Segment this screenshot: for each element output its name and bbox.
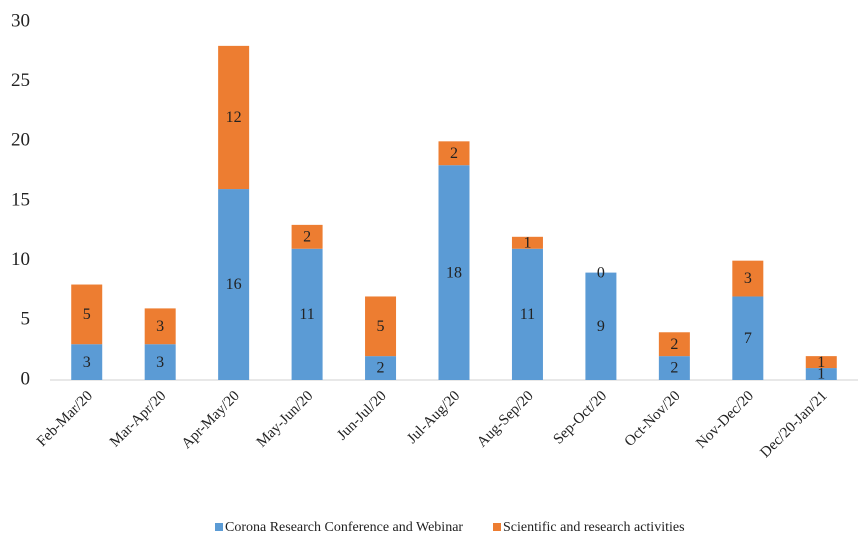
x-tick-label: Dec/20-Jan/21 [757,388,830,461]
data-label: 5 [377,318,385,335]
bar-segment [291,224,323,249]
data-label: 18 [446,264,462,281]
data-label: 0 [597,264,605,281]
x-tick-label: Jul-Aug/20 [404,388,463,447]
bar-segment [438,165,470,380]
bar-segment [71,344,103,380]
data-label: 9 [597,318,605,335]
y-tick-label: 15 [11,189,30,210]
legend-swatch [215,523,223,531]
data-label: 5 [83,306,91,323]
data-label: 3 [744,270,752,287]
y-tick-label: 0 [21,368,31,389]
data-label: 2 [670,360,678,377]
data-label: 2 [303,228,311,245]
bar-segment [805,368,837,380]
legend-swatch [493,523,501,531]
bar-segment [71,284,103,345]
legend-label: Corona Research Conference and Webinar [225,520,463,535]
bar-segment [291,248,323,380]
data-label: 2 [377,360,385,377]
x-tick-label: Mar-Apr/20 [107,388,169,450]
y-tick-label: 10 [11,249,30,270]
data-label: 1 [523,234,531,251]
x-tick-label: Apr-May/20 [179,388,243,452]
bar-segment [365,296,397,357]
x-tick-label: Sep-Oct/20 [551,388,611,448]
data-label: 12 [226,109,242,126]
data-label: 3 [156,318,164,335]
data-label: 2 [670,336,678,353]
bar-segment [511,236,543,249]
bar-segment [218,189,250,380]
data-label: 1 [817,366,825,383]
bar-segment [658,356,690,380]
data-label: 2 [450,145,458,162]
x-tick-label: Feb-Mar/20 [34,388,96,450]
x-tick-label: May-Jun/20 [254,388,317,451]
bar-segment [805,356,837,369]
y-tick-label: 30 [11,10,30,31]
data-label: 3 [156,354,164,371]
y-tick-label: 5 [21,309,31,330]
data-label: 3 [83,354,91,371]
y-tick-label: 20 [11,130,30,151]
bar-segment [658,332,690,357]
data-label: 11 [299,306,314,323]
bar-segment [218,45,250,190]
data-label: 7 [744,330,752,347]
legend-label: Scientific and research activities [503,520,685,535]
bar-segment [585,272,617,380]
x-tick-label: Nov-Dec/20 [693,388,757,452]
bar-segment [732,296,764,380]
bar-segment [511,248,543,380]
y-tick-label: 25 [11,70,30,91]
bar-segment [144,308,176,345]
x-tick-label: Jun-Jul/20 [334,388,390,444]
data-label: 11 [520,306,535,323]
data-label: 16 [226,276,242,293]
bar-segment [732,260,764,297]
x-tick-label: Aug-Sep/20 [474,388,537,451]
x-tick-label: Oct-Nov/20 [622,388,684,450]
bar-segment [365,356,397,380]
bar-segment [144,344,176,380]
data-label: 1 [817,354,825,371]
bar-segment [438,141,470,166]
